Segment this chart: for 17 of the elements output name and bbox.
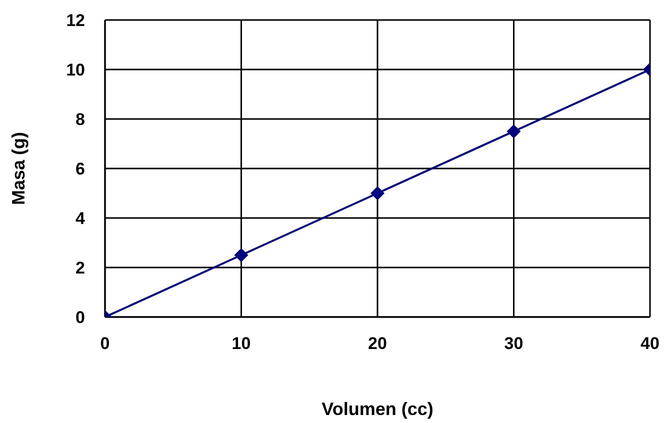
point [370,186,384,200]
y-tick-label: 4 [76,209,86,228]
x-tick-label: 40 [640,334,660,354]
y-axis-title: Masa (g) [8,132,28,206]
x-tick-label: 10 [232,334,251,354]
y-tick-label: 0 [76,308,85,328]
y-tick-label: 8 [76,110,85,130]
point [506,124,521,138]
x-tick-label: 0 [100,334,110,354]
x-tick-label: 20 [368,334,387,354]
y-tick-label: 10 [66,60,85,80]
x-tick-label: 30 [504,334,524,354]
y-tick-label: 6 [76,160,85,179]
point [234,248,248,262]
y-tick-label: 12 [66,11,85,30]
y-tick-label: 2 [76,258,85,278]
x-axis-title: Volumen (cc) [322,399,434,419]
